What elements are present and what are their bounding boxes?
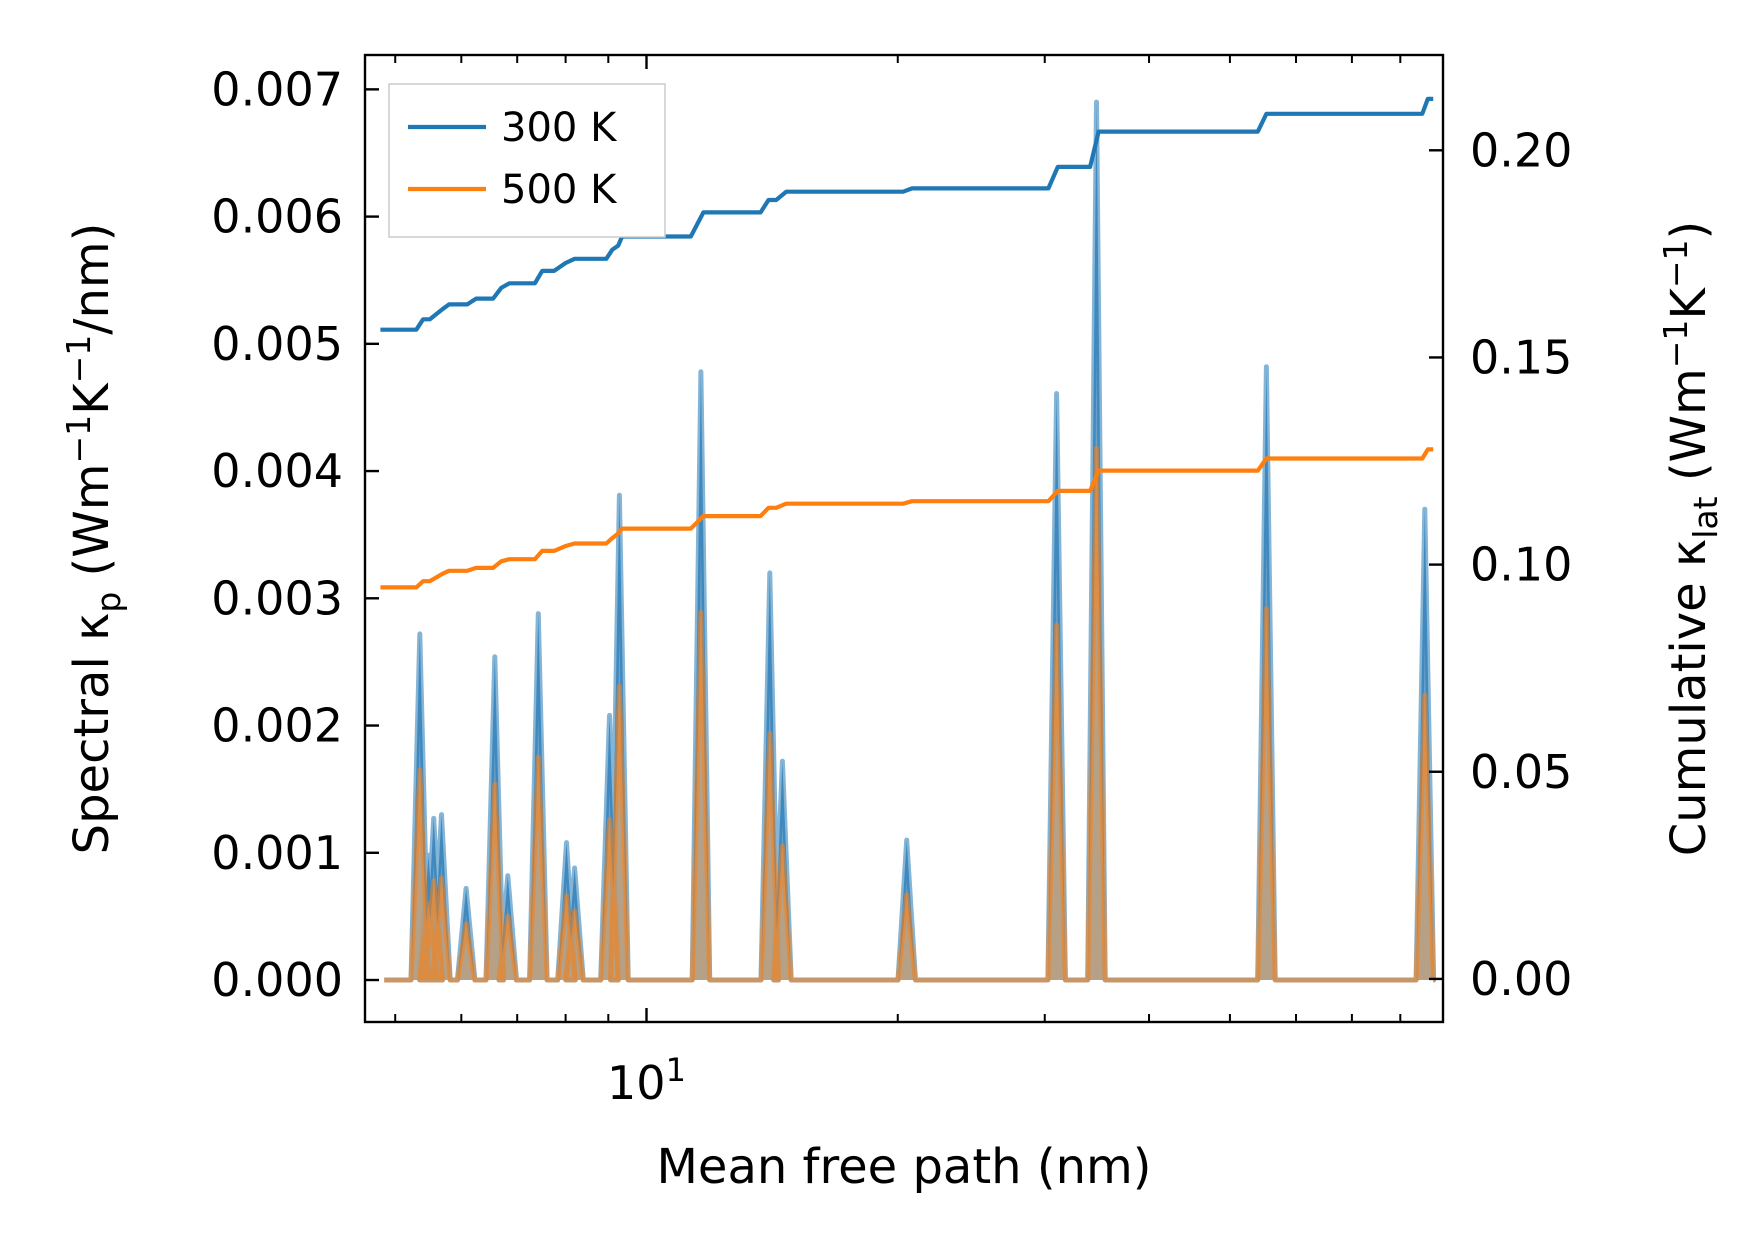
plot-frame xyxy=(363,53,1445,1024)
right-y-axis-label: Cumulative κlat (Wm−1K−1) xyxy=(1656,221,1725,857)
cumulative-line-300k xyxy=(380,96,1434,332)
left-y-tick-label: 0.000 xyxy=(211,953,343,1007)
cumulative-line-500k xyxy=(380,447,1434,590)
spectral-fills xyxy=(384,99,1437,983)
left-y-tick-label: 0.007 xyxy=(211,62,343,116)
legend-label-500k: 500 K xyxy=(501,167,618,213)
axis-ticks xyxy=(365,55,1444,1022)
left-y-tick-label: 0.004 xyxy=(211,444,343,498)
legend-label-300k: 300 K xyxy=(501,105,618,151)
right-y-tick-label: 0.20 xyxy=(1470,123,1572,177)
left-y-tick-label: 0.002 xyxy=(211,699,343,753)
cumulative-lines xyxy=(380,96,1434,590)
x-axis-label: Mean free path (nm) xyxy=(657,1139,1152,1195)
right-y-tick-label: 0.15 xyxy=(1470,330,1572,384)
left-y-tick-label: 0.005 xyxy=(211,317,343,371)
tick-labels: 0.000 0.001 0.002 0.003 0.004 0.005 0.006 0.007… xyxy=(211,62,1572,1110)
right-y-tick-label: 0.00 xyxy=(1470,952,1572,1006)
legend-box xyxy=(388,83,666,238)
right-y-tick-label: 0.10 xyxy=(1470,538,1572,592)
spectral-line-500k xyxy=(384,445,1437,983)
x-tick-label: 101 xyxy=(607,1051,686,1110)
right-y-tick-label: 0.05 xyxy=(1470,745,1572,799)
legend: 300 K 500 K xyxy=(388,83,666,238)
left-y-tick-label: 0.003 xyxy=(211,571,343,625)
left-y-axis-label: Spectral κp (Wm−1K−1/nm) xyxy=(59,223,128,855)
left-y-tick-label: 0.006 xyxy=(211,190,343,244)
left-y-tick-label: 0.001 xyxy=(211,826,343,880)
